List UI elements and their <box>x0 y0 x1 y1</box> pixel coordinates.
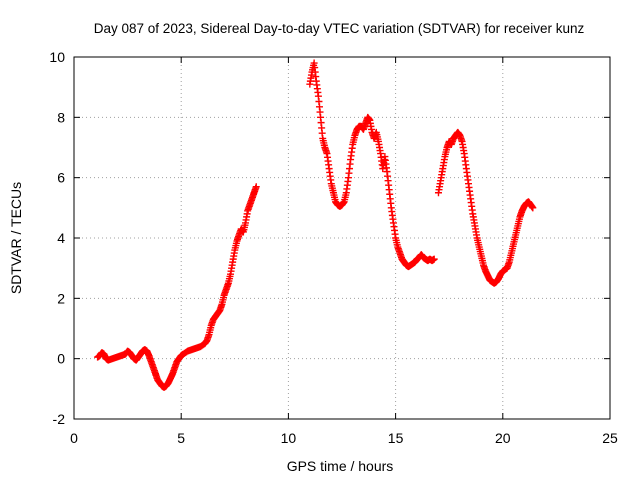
y-tick-label: 2 <box>57 290 65 306</box>
y-tick-label: 6 <box>57 170 65 186</box>
data-point <box>430 255 438 263</box>
data-marks <box>94 59 537 391</box>
y-tick-label: -2 <box>53 411 66 427</box>
y-tick-label: 0 <box>57 351 65 367</box>
y-tick-label: 10 <box>49 49 65 65</box>
x-axis-label: GPS time / hours <box>287 458 394 474</box>
y-tick-label: 8 <box>57 109 65 125</box>
x-tick-label: 5 <box>177 430 185 446</box>
x-tick-label: 25 <box>602 430 618 446</box>
x-tick-label: 15 <box>388 430 404 446</box>
data-point <box>252 183 260 191</box>
x-tick-label: 10 <box>281 430 297 446</box>
y-tick-label: 4 <box>57 230 65 246</box>
chart-title: Day 087 of 2023, Sidereal Day-to-day VTE… <box>94 21 585 36</box>
y-axis-label: SDTVAR / TECUs <box>8 182 24 294</box>
x-tick-label: 20 <box>495 430 511 446</box>
data-point <box>529 204 537 212</box>
x-tick-label: 0 <box>70 430 78 446</box>
